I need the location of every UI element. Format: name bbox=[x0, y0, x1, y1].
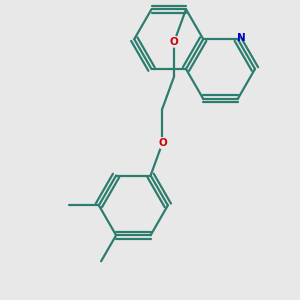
Text: N: N bbox=[237, 33, 246, 43]
Text: O: O bbox=[158, 138, 167, 148]
Text: O: O bbox=[170, 37, 178, 47]
